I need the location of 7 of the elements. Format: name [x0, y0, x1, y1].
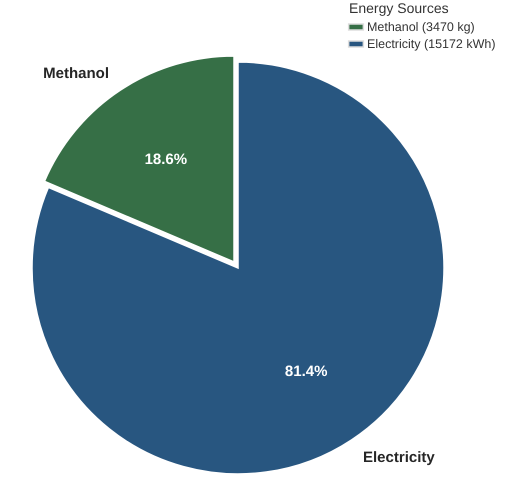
legend-label: Methanol (3470 kg)	[367, 20, 475, 34]
legend-title: Energy Sources	[349, 0, 449, 16]
data-label: 81.4%	[284, 363, 328, 380]
data-label: 18.6%	[144, 150, 188, 168]
legend-label: Electricity (15172 kWh)	[367, 37, 496, 51]
text: Methanol	[43, 64, 110, 82]
text: Electricity	[363, 449, 436, 466]
